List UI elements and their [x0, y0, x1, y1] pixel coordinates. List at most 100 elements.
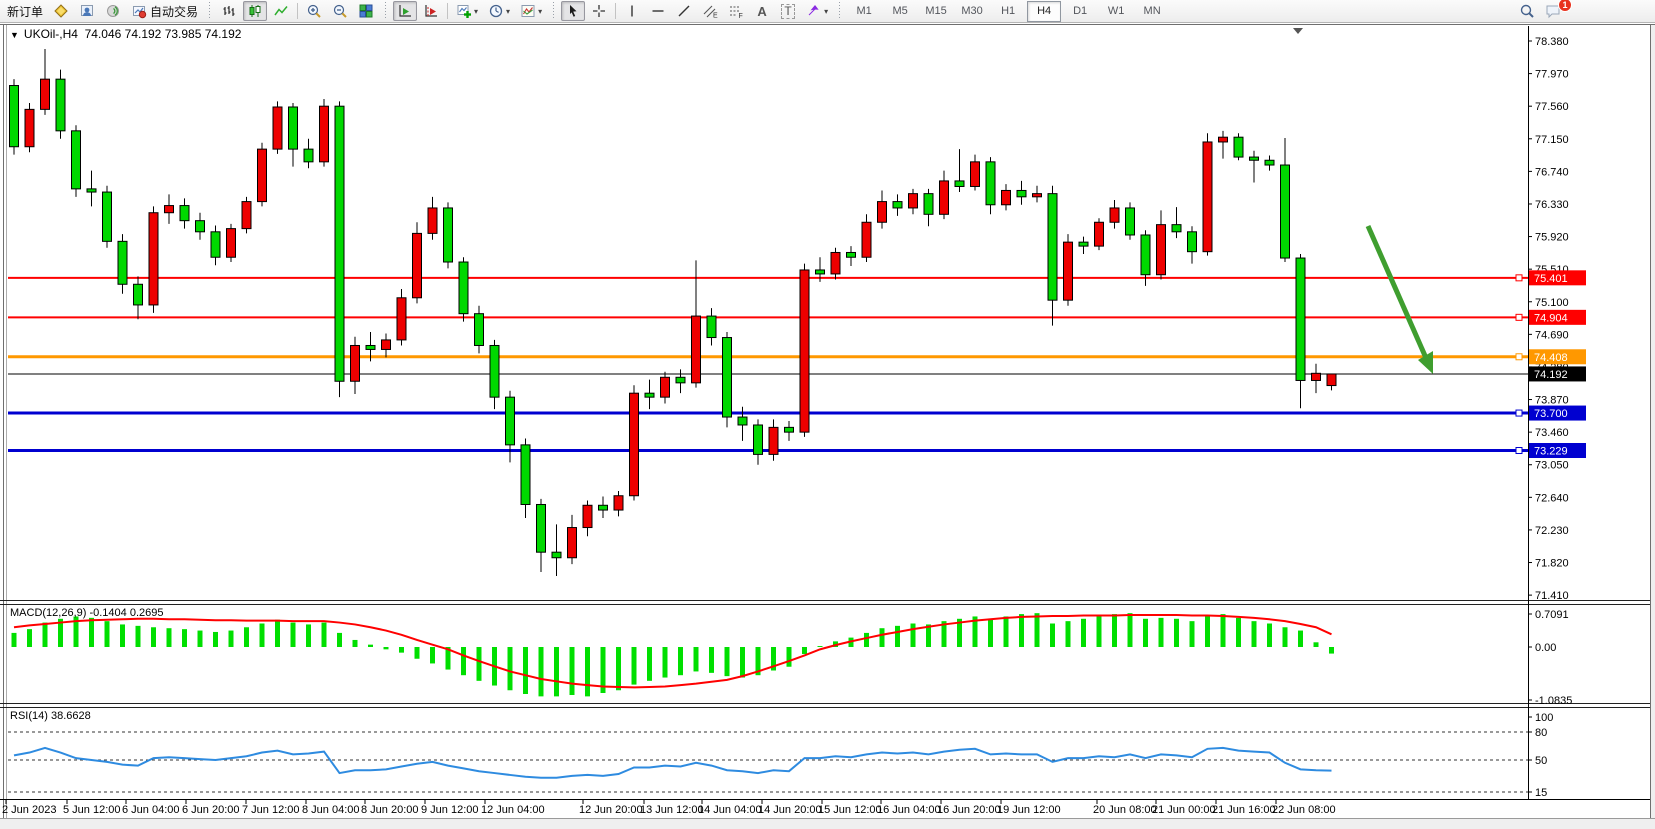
candle: [365, 344, 376, 350]
add-indicator-button[interactable]: ▾: [452, 1, 482, 21]
crosshair-icon: [593, 5, 606, 17]
zoom-out-button[interactable]: [328, 1, 352, 21]
candle: [1140, 234, 1151, 276]
level-price-tag-bg: [1529, 405, 1586, 421]
text-label-icon: T: [781, 3, 795, 19]
candle: [520, 444, 531, 505]
candle: [629, 392, 639, 497]
timeframe-m5[interactable]: M5: [892, 5, 908, 17]
zoom-in-button[interactable]: [302, 1, 326, 21]
level-price-tag-bg: [1529, 349, 1586, 365]
timeframe-w1[interactable]: W1: [1107, 5, 1125, 17]
level-price-tag: 73.229: [1534, 446, 1568, 458]
toolbar-gripper[interactable]: [382, 2, 390, 20]
trendline-tool[interactable]: [672, 1, 696, 21]
level-price-tag-bg: [1529, 309, 1586, 325]
auto-scroll-icon: [399, 5, 412, 17]
navigator-button[interactable]: [75, 1, 99, 21]
timeframe-mn[interactable]: MN: [1143, 5, 1161, 17]
candle: [210, 231, 221, 258]
periods-button[interactable]: ▾: [484, 1, 514, 21]
autotrading-button[interactable]: 自动交易: [127, 1, 202, 21]
candle: [939, 180, 949, 215]
chevron-down-icon[interactable]: ▾: [824, 6, 829, 16]
auto-scroll-button[interactable]: [393, 1, 418, 21]
crosshair-button[interactable]: [587, 1, 611, 21]
bar-chart-button[interactable]: [217, 1, 241, 21]
candle: [1094, 221, 1104, 247]
timeframe-h1[interactable]: H1: [1001, 5, 1016, 17]
macd-axis-label: 0.00: [1535, 642, 1556, 654]
toolbar-gripper[interactable]: [836, 2, 844, 20]
candle: [226, 228, 236, 258]
timeframe-m15[interactable]: M15: [925, 5, 947, 17]
candle: [1264, 159, 1275, 166]
horizontal-line-tool[interactable]: [646, 1, 670, 21]
text-tool[interactable]: A: [750, 1, 774, 21]
signal-waves-icon: [107, 5, 120, 17]
line-chart-button[interactable]: [269, 1, 293, 21]
candle: [241, 201, 252, 230]
candle: [1125, 207, 1135, 236]
market-watch-icon[interactable]: [49, 1, 73, 21]
candle: [892, 201, 903, 209]
line-handle[interactable]: [1515, 313, 1523, 321]
vertical-line-tool[interactable]: [620, 1, 644, 21]
candle: [474, 313, 484, 346]
close-value: 74.192: [204, 27, 242, 41]
candle: [1078, 241, 1089, 247]
toolbar-gripper[interactable]: [206, 2, 214, 20]
candle: [706, 315, 717, 339]
fibonacci-tool[interactable]: F: [724, 1, 748, 21]
time-axis-label: 12 Jun 04:00: [481, 804, 545, 816]
new-order-button[interactable]: 新订单: [7, 4, 44, 19]
candle: [551, 551, 562, 559]
chart-shift-icon: [425, 5, 438, 17]
timeframe-h4[interactable]: H4: [1027, 0, 1062, 22]
chart-shift-marker[interactable]: [1293, 28, 1303, 34]
candle: [908, 193, 918, 209]
candle: [1109, 207, 1120, 223]
price-axis-label: 71.410: [1535, 590, 1569, 602]
time-axis-label: 7 Jun 12:00: [242, 804, 300, 816]
line-handle[interactable]: [1515, 447, 1523, 455]
cursor-button[interactable]: [561, 1, 586, 21]
notifications-button[interactable]: 1: [1541, 0, 1572, 21]
toolbar-gripper[interactable]: [550, 2, 558, 20]
trendline-icon: [678, 5, 690, 17]
line-handle[interactable]: [1515, 409, 1523, 417]
signals-button[interactable]: [101, 1, 125, 21]
candle: [1326, 373, 1337, 387]
candlestick-chart-button[interactable]: [243, 1, 268, 21]
collapse-arrow-icon[interactable]: ▼: [10, 30, 19, 40]
chevron-down-icon[interactable]: ▾: [474, 6, 479, 16]
chevron-down-icon[interactable]: ▾: [506, 6, 511, 16]
clock-icon: [489, 4, 503, 18]
chevron-down-icon[interactable]: ▾: [538, 6, 543, 16]
tile-windows-button[interactable]: [354, 1, 378, 21]
timeframe-d1[interactable]: D1: [1073, 5, 1088, 17]
text-label-tool[interactable]: T: [776, 1, 800, 21]
candle: [644, 392, 655, 398]
templates-button[interactable]: ▾: [516, 1, 546, 21]
vertical-line-icon: [631, 5, 633, 17]
line-handle[interactable]: [1515, 274, 1523, 282]
annotation-arrow-line[interactable]: [1365, 224, 1429, 360]
line-handle[interactable]: [1515, 353, 1523, 361]
candle: [1311, 372, 1321, 381]
price-axis-label: 76.740: [1535, 166, 1569, 178]
chart-shift-button[interactable]: [419, 1, 443, 21]
arrows-tool[interactable]: ▾: [802, 1, 832, 21]
search-button[interactable]: [1515, 1, 1539, 21]
timeframe-m30[interactable]: M30: [961, 5, 983, 17]
timeframe-m1[interactable]: M1: [856, 5, 872, 17]
chart-background: [0, 24, 1655, 829]
annotation-arrow-head[interactable]: [1418, 351, 1433, 374]
equidistant-channel-tool[interactable]: E: [698, 1, 722, 21]
main-toolbar: 新订单 自动交易: [0, 0, 1655, 23]
current-price-tag-bg: [1529, 366, 1586, 382]
price-axis-label: 75.100: [1535, 297, 1569, 309]
time-axis-label: 21 Jun 16:00: [1212, 804, 1276, 816]
price-axis-label: 73.460: [1535, 427, 1569, 439]
